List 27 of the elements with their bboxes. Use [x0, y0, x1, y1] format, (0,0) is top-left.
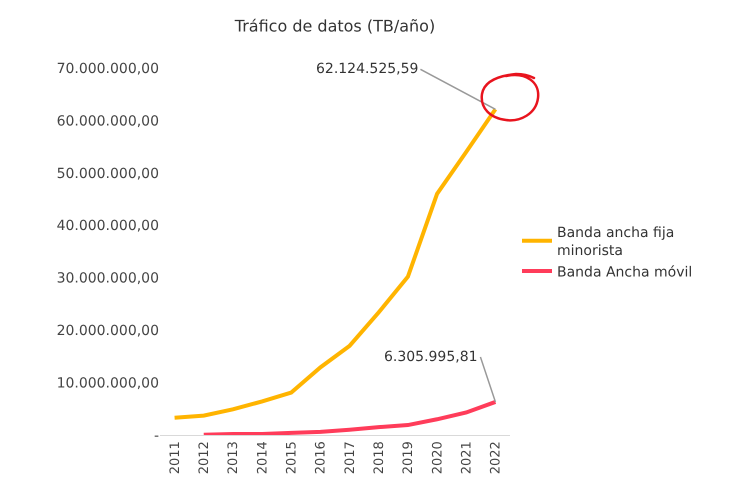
- x-tick-label: 2017: [342, 441, 358, 474]
- annotation: 62.124.525,59: [316, 61, 418, 77]
- x-tick-label: 2020: [430, 441, 446, 474]
- x-tick-label: 2018: [372, 441, 387, 474]
- chart-title: Tráfico de datos (TB/año): [234, 16, 436, 36]
- legend-label: Banda ancha fija minorista: [557, 225, 674, 260]
- x-tick-label: 2021: [459, 441, 474, 474]
- x-tick-label: 2019: [401, 441, 416, 474]
- legend-label: Banda Ancha móvil: [557, 264, 692, 280]
- annotation: 6.305.995,81: [384, 349, 478, 365]
- y-tick-label: -: [154, 428, 159, 444]
- line-series: [172, 107, 498, 420]
- x-tick-label: 2013: [226, 441, 242, 474]
- y-tick-label: 70.000.000,00: [56, 60, 159, 77]
- y-tick-label: 40.000.000,00: [56, 218, 159, 234]
- x-tick-label: 2012: [196, 441, 212, 474]
- line-series: [202, 400, 498, 435]
- y-tick-label: 20.000.000,00: [56, 323, 159, 340]
- y-tick-label: 10.000.000,00: [56, 375, 159, 392]
- x-tick-label: 2022: [488, 441, 504, 474]
- x-tick-label: 2016: [314, 441, 329, 474]
- y-tick-label: 30.000.000,00: [56, 270, 159, 287]
- y-tick-label: 50.000.000,00: [56, 166, 159, 182]
- y-tick-label: 60.000.000,00: [56, 113, 159, 130]
- x-tick-label: 2014: [255, 441, 270, 474]
- x-tick-label: 2015: [284, 441, 300, 474]
- x-tick-label: 2011: [168, 441, 183, 474]
